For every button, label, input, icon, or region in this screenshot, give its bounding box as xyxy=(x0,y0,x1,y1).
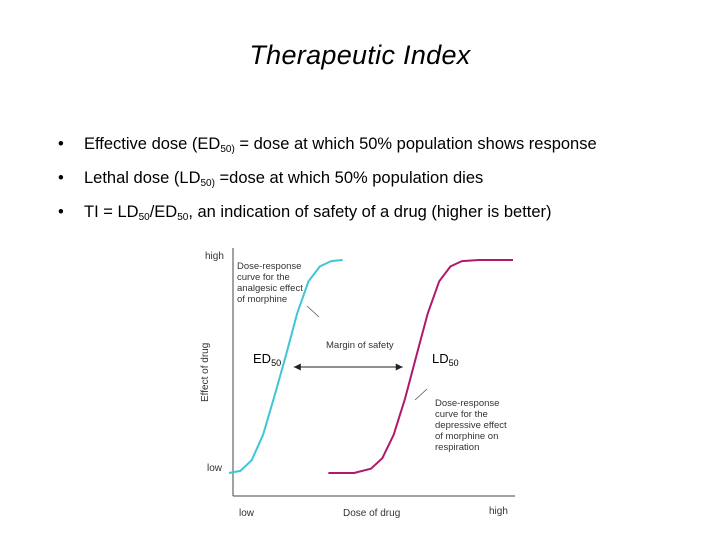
y-tick-label: high xyxy=(205,251,224,262)
annotation-line: of morphine on xyxy=(435,431,498,442)
bullet-text-part: , an indication of safety of a drug (hig… xyxy=(188,203,552,221)
annotation-line: analgesic effect xyxy=(237,283,303,294)
bullet-dot: • xyxy=(58,169,64,187)
annotation-line: respiration xyxy=(435,442,479,453)
ed50-sub: 50 xyxy=(271,358,281,368)
annotation-line: curve for the xyxy=(237,272,290,283)
chart-annotations: Dose-response curve for the analgesic effe… xyxy=(237,261,507,453)
x-tick-label: high xyxy=(489,506,508,517)
bullet-text: TI = LD50/ED50, an indication of safety … xyxy=(84,202,552,223)
chart-axes: high low low high Dose of drug Effect of drug xyxy=(200,248,515,519)
annotation-margin: Margin of safety xyxy=(326,340,394,351)
ld50-label: LD50 xyxy=(432,351,459,368)
annotation-line: Dose-response xyxy=(237,261,301,272)
ld50-main: LD xyxy=(432,351,449,366)
ed50-label: ED50 xyxy=(253,351,281,368)
bullet-subscript: 50 xyxy=(138,212,150,223)
leader-line xyxy=(414,388,428,401)
y-tick-label: low xyxy=(207,463,223,474)
annotation-line: of morphine xyxy=(237,294,287,305)
ld50-sub: 50 xyxy=(449,358,459,368)
bullet-text-part: /ED xyxy=(149,203,178,221)
x-tick-label: low xyxy=(239,508,255,519)
bullet-text-part: = dose at which 50% population shows res… xyxy=(234,135,597,153)
bullet-dot: • xyxy=(58,203,64,221)
annotation-line: curve for the xyxy=(435,409,488,420)
chart-series xyxy=(228,259,513,474)
therapeutic-index-chart: high low low high Dose of drug Effect of drug… xyxy=(195,240,525,530)
bullet-text-part: =dose at which 50% population dies xyxy=(214,169,484,187)
bullet-text-part: Lethal dose (LD xyxy=(84,169,201,187)
annotation-depressive: Dose-response curve for the depressive eff… xyxy=(435,398,507,453)
chart-svg: high low low high Dose of drug Effect of drug… xyxy=(200,248,515,519)
series-line xyxy=(328,259,513,474)
leader-line xyxy=(306,305,320,318)
series-line xyxy=(228,259,343,474)
annotation-analgesic: Dose-response curve for the analgesic effe… xyxy=(237,261,303,305)
margin-arrow-head xyxy=(395,363,403,371)
bullet-dot: • xyxy=(58,135,64,153)
bullet-text: Effective dose (ED50) = dose at which 50… xyxy=(84,134,597,155)
bullet-text: Lethal dose (LD50) =dose at which 50% po… xyxy=(84,168,484,189)
annotation-line: depressive effect xyxy=(435,420,507,431)
ed50-main: ED xyxy=(253,351,271,366)
y-axis-label: Effect of drug xyxy=(200,343,211,402)
bullet-subscript: 50) xyxy=(200,178,215,189)
bullet-text-part: Effective dose (ED xyxy=(84,135,221,153)
annotation-line: Dose-response xyxy=(435,398,499,409)
x-axis-label: Dose of drug xyxy=(343,508,400,519)
bullet-text-part: TI = LD xyxy=(84,203,139,221)
bullet-subscript: 50 xyxy=(177,212,189,223)
margin-arrow-head xyxy=(293,363,301,371)
slide-title: Therapeutic Index xyxy=(249,40,471,70)
bullet-subscript: 50) xyxy=(220,144,235,155)
